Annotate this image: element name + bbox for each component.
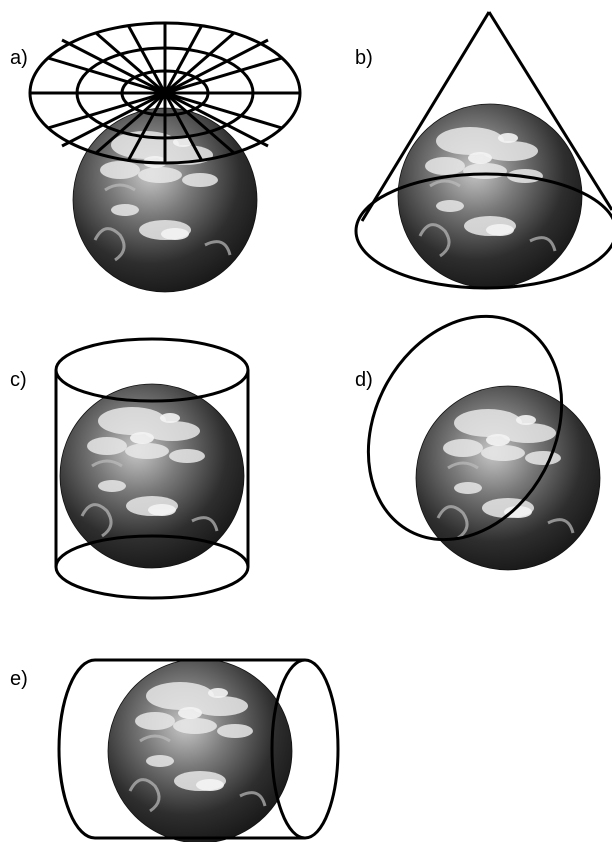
panel-label-d: d)	[355, 369, 373, 391]
panel-label-c: c)	[10, 369, 27, 391]
panel-d-oblique-projection: d)	[355, 314, 602, 572]
panel-e-transverse-cylindrical-projection: e)	[10, 657, 340, 842]
panel-a-planar-projection: a)	[10, 21, 302, 294]
panel-c-cylindrical-projection: c)	[10, 337, 250, 600]
panel-b-conic-projection: b)	[354, 11, 612, 290]
panel-label-b: b)	[355, 47, 373, 69]
panel-label-e: e)	[10, 668, 28, 690]
panel-label-a: a)	[10, 47, 28, 69]
